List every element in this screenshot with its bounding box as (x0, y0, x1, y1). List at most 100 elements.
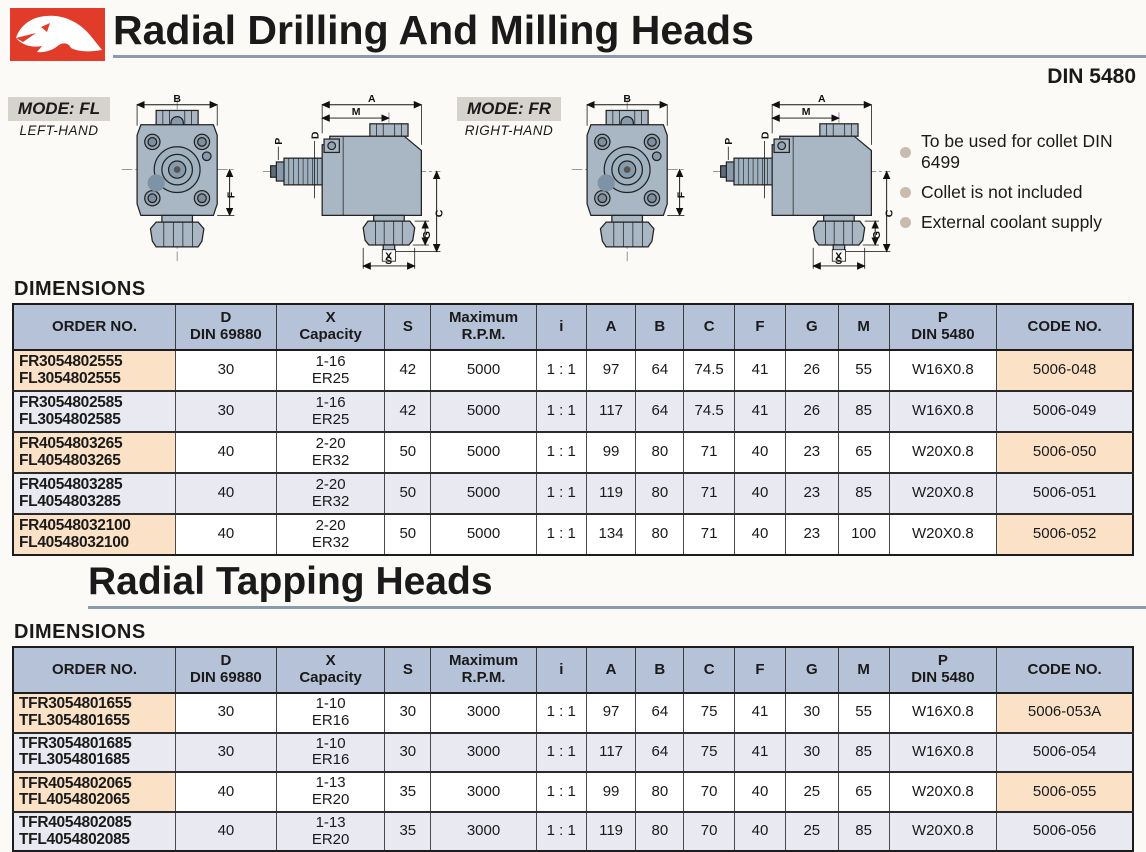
value-cell: 80 (635, 771, 685, 813)
value-cell: 119 (585, 810, 637, 852)
mode-fl-block: MODE: FL LEFT-HAND (0, 89, 118, 277)
order-no-cell: FR3054802585 FL3054802585 (12, 390, 177, 433)
value-cell: 40 (734, 431, 786, 474)
value-cell: W16X0.8 (888, 349, 998, 392)
value-cell: 50 (384, 431, 432, 474)
brand-eagle-logo (10, 8, 105, 61)
value-cell: 40 (175, 472, 277, 515)
column-header: G (784, 303, 839, 351)
order-no-cell: TFR3054801655 TFL3054801655 (12, 691, 177, 734)
value-cell: 40 (175, 771, 277, 813)
table-row: FR3054802585 FL3054802585 30 1-16 ER25 42 50… (12, 390, 1134, 433)
value-cell: 23 (784, 431, 839, 474)
value-cell: 26 (784, 349, 839, 392)
table-row: FR40548032100 FL40548032100 40 2-20 ER32 50… (12, 513, 1134, 556)
code-no-cell: 5006-052 (996, 513, 1134, 556)
din-spec-label: DIN 5480 (1047, 65, 1136, 88)
column-header: ORDER NO. (12, 646, 177, 694)
value-cell: 30 (784, 691, 839, 734)
column-header: F (734, 303, 786, 351)
code-no-cell: 5006-054 (996, 731, 1134, 773)
column-header: B (635, 303, 685, 351)
column-header: P DIN 5480 (888, 303, 998, 351)
note-text: External coolant supply (921, 212, 1102, 232)
value-cell: 30 (384, 731, 432, 773)
column-header: i (535, 646, 587, 694)
value-cell: W16X0.8 (888, 691, 998, 734)
table-row: FR4054803285 FL4054803285 40 2-20 ER32 50 50… (12, 472, 1134, 515)
value-cell: 23 (784, 513, 839, 556)
value-cell: 64 (635, 349, 685, 392)
code-no-cell: 5006-050 (996, 431, 1134, 474)
table-row: FR4054803265 FL4054803265 40 2-20 ER32 50 50… (12, 431, 1134, 474)
table-row: TFR3054801655 TFL3054801655 30 1-10 ER16 30… (12, 691, 1134, 734)
note-item: Collet is not included (900, 182, 1140, 203)
column-header: Maximum R.P.M. (430, 303, 537, 351)
value-cell: 35 (384, 810, 432, 852)
value-cell: 40 (175, 431, 277, 474)
value-cell: 2-20 ER32 (275, 472, 386, 515)
order-no-cell: TFR3054801685 TFL3054801685 (12, 731, 177, 773)
mode-fr-block: MODE: FR RIGHT-HAND (450, 89, 568, 277)
value-cell: 42 (384, 349, 432, 392)
value-cell: 40 (734, 513, 786, 556)
code-no-cell: 5006-049 (996, 390, 1134, 433)
value-cell: 1 : 1 (535, 731, 587, 773)
value-cell: 85 (837, 472, 890, 515)
note-item: External coolant supply (900, 212, 1140, 233)
mode-fr-label: MODE: FR (456, 97, 562, 121)
bullet-icon (900, 146, 911, 158)
table-row: TFR3054801685 TFL3054801685 30 1-10 ER16 30… (12, 731, 1134, 773)
order-no-cell: TFR4054802065 TFL4054802065 (12, 771, 177, 813)
value-cell: 75 (683, 731, 736, 773)
column-header: M (837, 646, 890, 694)
value-cell: 1-16 ER25 (275, 390, 386, 433)
value-cell: 64 (635, 390, 685, 433)
mode-fl-label: MODE: FL (7, 97, 111, 121)
value-cell: 80 (635, 472, 685, 515)
value-cell: 25 (784, 771, 839, 813)
value-cell: 70 (683, 771, 736, 813)
value-cell: 97 (585, 691, 637, 734)
value-cell: 71 (683, 472, 736, 515)
order-no-cell: FR4054803285 FL4054803285 (12, 472, 177, 515)
value-cell: 3000 (430, 771, 537, 813)
code-no-cell: 5006-053A (996, 691, 1134, 734)
technical-drawing-fl (118, 89, 450, 275)
bullet-icon (900, 217, 911, 228)
column-header: P DIN 5480 (888, 646, 998, 694)
value-cell: 74.5 (683, 349, 736, 392)
value-cell: 40 (734, 810, 786, 852)
value-cell: 80 (635, 513, 685, 556)
value-cell: 1 : 1 (535, 349, 587, 392)
value-cell: 99 (585, 771, 637, 813)
value-cell: 65 (837, 431, 890, 474)
value-cell: 41 (734, 349, 786, 392)
value-cell: 2-20 ER32 (275, 431, 386, 474)
value-cell: 42 (384, 390, 432, 433)
column-header: B (635, 646, 685, 694)
column-header: ORDER NO. (12, 303, 177, 351)
value-cell: W20X0.8 (888, 431, 998, 474)
order-no-cell: FR3054802555 FL3054802555 (12, 349, 177, 392)
value-cell: 1-13 ER20 (275, 771, 386, 813)
value-cell: 100 (837, 513, 890, 556)
value-cell: 1 : 1 (535, 431, 587, 474)
value-cell: 25 (784, 810, 839, 852)
column-header: C (683, 303, 736, 351)
order-no-cell: FR4054803265 FL4054803265 (12, 431, 177, 474)
order-no-cell: FR40548032100 FL40548032100 (12, 513, 177, 556)
column-header: C (683, 646, 736, 694)
page-header: Radial Drilling And Milling Heads (0, 0, 1146, 61)
dimensions-heading-2: DIMENSIONS (14, 620, 146, 643)
note-text: Collet is not included (921, 182, 1083, 202)
value-cell: 3000 (430, 731, 537, 773)
bullet-icon (900, 187, 911, 198)
order-no-cell: TFR4054802085 TFL4054802085 (12, 810, 177, 852)
dimensions-table-tapping: ORDER NO. D DIN 69880 X Capacity S Maximum R… (12, 645, 1134, 852)
value-cell: 40 (175, 513, 277, 556)
value-cell: 50 (384, 472, 432, 515)
value-cell: 99 (585, 431, 637, 474)
value-cell: 1-10 ER16 (275, 731, 386, 773)
value-cell: 117 (585, 390, 637, 433)
